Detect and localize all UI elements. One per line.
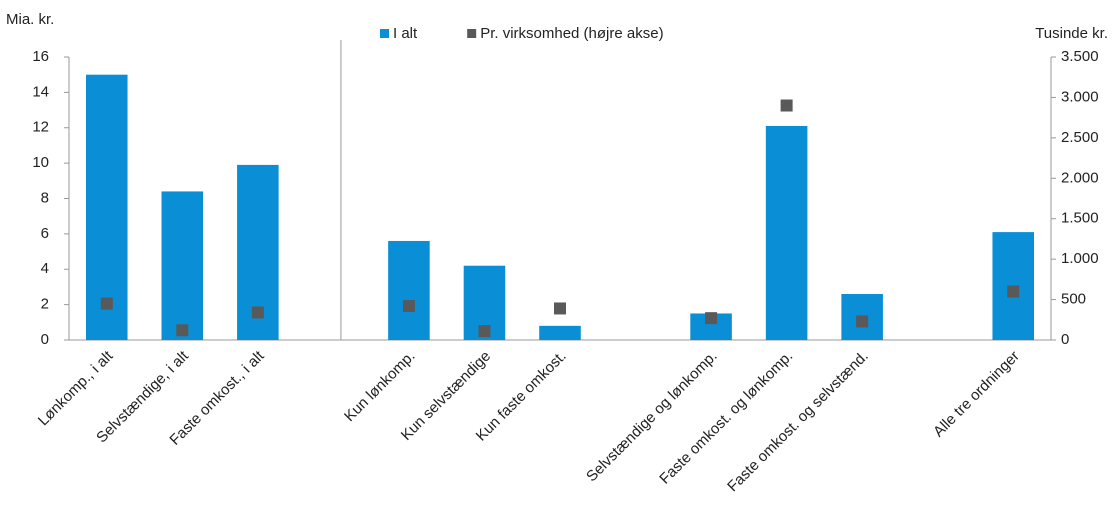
marker <box>251 306 264 319</box>
y2-axis-title: Tusinde kr. <box>1035 25 1108 42</box>
marker <box>176 324 189 337</box>
y2-tick-label: 3.000 <box>1061 88 1099 105</box>
legend-label: I alt <box>393 25 418 42</box>
marker <box>402 300 415 313</box>
y2-tick-label: 1.500 <box>1061 210 1099 227</box>
y2-tick-label: 0 <box>1061 331 1069 348</box>
x-tick-label: Lønkomp., i alt <box>35 347 117 429</box>
y-tick-label: 6 <box>41 225 49 242</box>
bar <box>161 191 204 340</box>
bar <box>388 240 430 340</box>
marker <box>856 315 869 328</box>
x-tick-label: Alle tre ordninger <box>930 348 1023 441</box>
x-tick-label: Faste omkost. og lønkomp. <box>656 348 796 488</box>
y2-tick-label: 500 <box>1061 291 1086 308</box>
marker <box>705 312 718 325</box>
legend-swatch <box>467 29 477 38</box>
y-tick-label: 8 <box>41 189 49 206</box>
bar <box>765 125 808 340</box>
y-tick-label: 12 <box>32 119 49 136</box>
marker <box>780 99 793 112</box>
x-tick-label: Kun lønkomp. <box>341 348 418 425</box>
y2-tick-label: 1.000 <box>1061 250 1099 267</box>
x-tick-label: Faste omkost. og selvstænd. <box>724 348 872 496</box>
y-tick-label: 14 <box>32 83 49 100</box>
y2-tick-label: 2.500 <box>1061 129 1099 146</box>
marker <box>1007 285 1020 298</box>
y-tick-label: 2 <box>41 296 49 313</box>
bar <box>539 325 581 340</box>
legend-label: Pr. virksomhed (højre akse) <box>480 25 663 42</box>
x-tick-label: Selvstændige og lønkomp. <box>583 348 721 486</box>
marker <box>554 302 566 315</box>
marker <box>100 297 113 310</box>
y2-tick-label: 3.500 <box>1061 48 1099 65</box>
bar <box>85 74 128 340</box>
y-tick-label: 16 <box>32 48 49 65</box>
marker <box>478 325 491 338</box>
legend-swatch <box>380 29 389 38</box>
y-tick-label: 4 <box>41 260 49 277</box>
y-tick-label: 0 <box>41 331 49 348</box>
y-tick-label: 10 <box>32 154 49 171</box>
y-axis-title: Mia. kr. <box>6 11 54 28</box>
y2-tick-label: 2.000 <box>1061 169 1099 186</box>
